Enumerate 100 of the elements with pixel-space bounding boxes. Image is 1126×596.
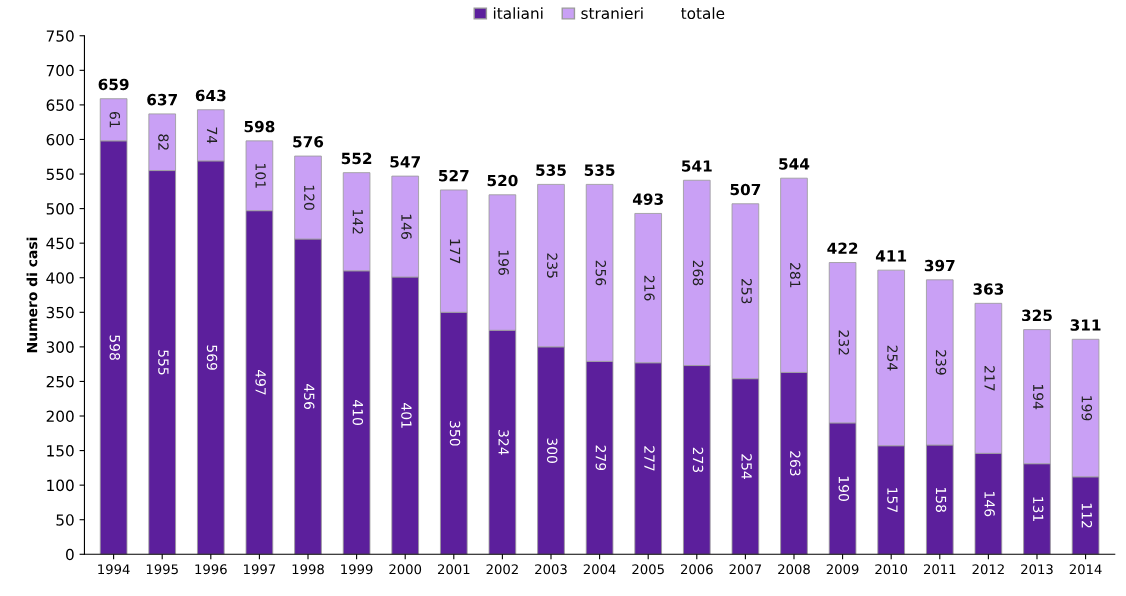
data-label: 146	[401, 214, 412, 239]
x-tick-label: 2002	[486, 564, 518, 575]
data-label: 194	[1032, 384, 1044, 410]
total-label: 547	[390, 156, 420, 168]
x-tick-label: 2003	[535, 564, 567, 575]
total-label: 535	[584, 164, 615, 176]
data-label: 101	[255, 164, 266, 188]
data-label: 235	[546, 253, 558, 278]
data-label: 177	[449, 239, 461, 264]
y-tick-label: 150	[47, 445, 74, 457]
x-tick-label: 2006	[680, 564, 713, 575]
total-label: 520	[487, 174, 518, 187]
y-tick-label: 400	[46, 272, 74, 284]
total-label: 363	[973, 283, 1004, 295]
data-label: 279	[595, 445, 607, 471]
data-label: 410	[352, 399, 364, 425]
y-axis-title: Numero di casi	[26, 237, 38, 353]
x-tick-label: 2005	[632, 564, 664, 575]
data-label: 82	[158, 134, 169, 150]
data-label: 112	[1081, 503, 1093, 528]
total-label: 422	[827, 242, 858, 254]
total-label: 598	[244, 120, 275, 133]
data-label: 131	[1032, 497, 1044, 521]
total-label: 552	[341, 152, 372, 165]
x-tick-label: 2014	[1069, 564, 1102, 575]
total-label: 493	[632, 193, 663, 205]
data-label: 217	[984, 366, 995, 391]
data-label: 277	[644, 446, 655, 471]
x-tick-label: 2007	[729, 564, 762, 575]
data-label: 254	[741, 454, 752, 479]
x-tick-label: 2012	[972, 564, 1004, 575]
data-label: 216	[644, 275, 655, 301]
data-label: 120	[303, 185, 315, 210]
data-label: 268	[692, 260, 704, 286]
x-tick-label: 1995	[146, 564, 178, 575]
x-tick-label: 1997	[244, 564, 276, 575]
x-tick-label: 2001	[437, 564, 470, 575]
total-label: 397	[924, 259, 955, 272]
y-tick-label: 0	[66, 548, 74, 561]
y-tick-label: 350	[46, 306, 74, 319]
data-label: 324	[498, 430, 509, 455]
data-label: 569	[206, 345, 218, 370]
data-label: 158	[935, 487, 947, 512]
data-label: 350	[449, 421, 461, 446]
data-label: 300	[546, 438, 558, 463]
data-label: 263	[789, 451, 801, 476]
total-label: 637	[147, 93, 177, 106]
y-tick-label: 50	[56, 514, 74, 526]
data-label: 456	[303, 384, 315, 410]
total-label: 535	[536, 164, 566, 176]
legend-label: italiani	[493, 7, 543, 20]
legend-label: stranieri	[581, 7, 643, 20]
y-tick-label: 300	[46, 341, 74, 353]
data-label: 254	[887, 345, 898, 371]
data-label: 281	[789, 263, 801, 288]
x-tick-label: 2010	[875, 564, 908, 575]
total-label: 659	[98, 78, 129, 91]
x-tick-label: 1999	[341, 564, 373, 575]
data-label: 157	[887, 488, 898, 513]
y-tick-label: 500	[46, 203, 74, 215]
data-label: 253	[741, 278, 752, 304]
data-label: 146	[984, 492, 995, 517]
total-label: 507	[730, 183, 761, 196]
data-label: 232	[838, 330, 850, 355]
y-tick-label: 250	[46, 375, 74, 388]
total-label: 527	[439, 169, 469, 182]
y-tick-label: 550	[46, 168, 74, 181]
x-tick-label: 1998	[292, 564, 324, 575]
data-label: 598	[109, 335, 121, 360]
text: totale	[681, 7, 725, 20]
y-tick-label: 700	[46, 64, 74, 77]
data-label: 196	[498, 250, 509, 275]
data-label: 256	[595, 260, 607, 286]
data-label: 239	[935, 350, 947, 375]
total-label: 411	[875, 250, 907, 262]
total-label: 544	[779, 158, 810, 170]
total-label: 325	[1022, 309, 1052, 322]
x-tick-label: 2011	[923, 564, 956, 575]
data-label: 190	[838, 476, 850, 501]
total-label: 541	[682, 160, 712, 172]
x-tick-label: 2004	[583, 564, 616, 575]
x-tick-label: 2009	[826, 564, 859, 575]
x-tick-label: 2000	[389, 564, 422, 575]
total-label: 576	[293, 136, 324, 148]
y-tick-label: 600	[46, 133, 74, 146]
data-label: 555	[158, 350, 169, 375]
x-tick-label: 1994	[98, 564, 130, 575]
data-label: 61	[109, 111, 121, 128]
data-label: 142	[352, 210, 364, 234]
x-tick-label: 2008	[778, 564, 810, 575]
data-label: 497	[255, 369, 266, 395]
y-tick-label: 100	[47, 479, 74, 492]
y-tick-label: 450	[46, 237, 74, 250]
total-label: 643	[195, 89, 226, 102]
x-tick-label: 1996	[195, 564, 227, 575]
data-label: 199	[1081, 396, 1093, 421]
data-label: 74	[206, 127, 218, 144]
x-tick-label: 2013	[1021, 564, 1053, 575]
y-tick-label: 200	[46, 410, 74, 423]
data-label: 401	[401, 403, 412, 428]
